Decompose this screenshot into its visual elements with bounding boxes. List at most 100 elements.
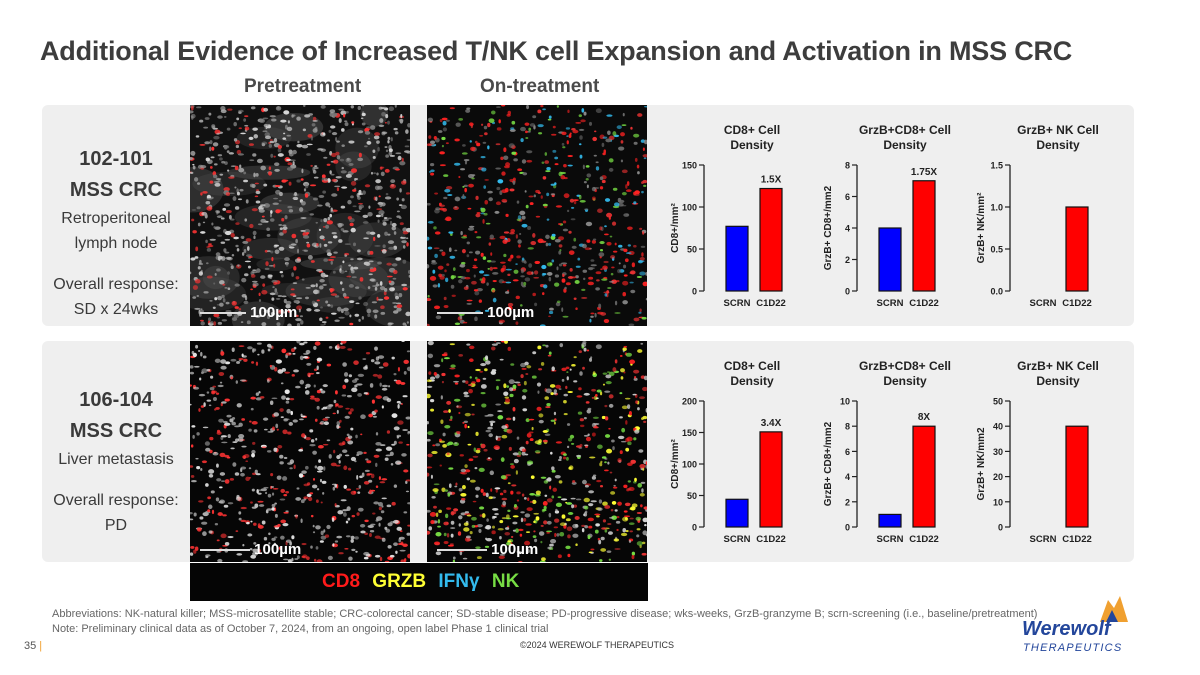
y-axis-label: CD8+/mm²: [670, 438, 681, 488]
legend-ifng: IFNγ: [438, 571, 480, 592]
case-1-label: 102-101 MSS CRC Retroperitoneal lymph no…: [52, 144, 180, 322]
copyright: ©2024 WEREWOLF THERAPEUTICS: [520, 640, 674, 650]
footnote-note: Note: Preliminary clinical data as of Oc…: [52, 623, 549, 635]
scalebar-case1-pre: 100µm: [200, 304, 297, 321]
y-tick-label: 0: [845, 287, 850, 297]
fold-change-label: 8X: [918, 412, 931, 423]
y-tick-label: 0: [692, 523, 697, 533]
y-tick-label: 50: [687, 491, 697, 501]
chart-title-line: CD8+ Cell: [724, 123, 780, 137]
bar-c1d22: [759, 187, 783, 292]
y-tick-label: 100: [682, 203, 697, 213]
y-tick-label: 6: [845, 192, 850, 202]
case-1-response-label: Overall response:: [53, 276, 179, 293]
bar-scrn: [878, 227, 902, 292]
y-tick-label: 10: [993, 497, 1003, 507]
bar-scrn: [725, 225, 749, 292]
y-tick-label: 40: [993, 422, 1003, 432]
y-axis-label: GrzB+ CD8+/mm2: [823, 185, 834, 270]
y-tick-label: 200: [682, 397, 697, 407]
charts-row-2: CD8+ CellDensityCD8+/mm²050100150200SCRN…: [670, 359, 1099, 545]
case-1-site-line-1: Retroperitoneal: [61, 210, 171, 227]
y-tick-label: 6: [845, 447, 850, 457]
y-tick-label: 10: [840, 397, 850, 407]
case-2-label: 106-104 MSS CRC Liver metastasis Overall…: [52, 385, 180, 538]
y-tick-label: 100: [682, 460, 697, 470]
bar-c1d22: [1065, 206, 1089, 292]
y-tick-label: 20: [993, 472, 1003, 482]
chart-title-line: GrzB+CD8+ Cell: [859, 359, 951, 373]
case-1-response-value: SD x 24wks: [73, 301, 159, 318]
case-1-id: 102-101: [79, 148, 153, 170]
y-tick-label: 0: [998, 523, 1003, 533]
micro-case1-pre: [190, 105, 410, 326]
x-tick-label: SCRN: [1030, 298, 1057, 309]
x-tick-label: C1D22: [756, 298, 786, 309]
y-tick-label: 8: [845, 161, 850, 171]
pretreatment-heading: Pretreatment: [244, 76, 362, 97]
chart-title-line: GrzB+ NK Cell: [1017, 123, 1099, 137]
bar-scrn: [725, 498, 749, 528]
y-tick-label: 1.5: [990, 161, 1003, 171]
chart-title-line: GrzB+ NK Cell: [1017, 359, 1099, 373]
bar-c1d22: [912, 180, 936, 292]
company-logo: Werewolf THERAPEUTICS: [1022, 594, 1134, 658]
case-2-type: MSS CRC: [69, 420, 163, 442]
y-tick-label: 0.0: [990, 287, 1003, 297]
stain-legend: CD8 GRZB IFNγ NK: [190, 563, 648, 601]
x-tick-label: SCRN: [724, 534, 751, 545]
micro-case2-on: [427, 341, 647, 562]
y-tick-label: 2: [845, 255, 850, 265]
legend-cd8: CD8: [322, 571, 361, 592]
slide-title: Additional Evidence of Increased T/NK ce…: [40, 36, 1073, 66]
y-tick-label: 30: [993, 447, 1003, 457]
scalebar-case2-on: 100µm: [437, 541, 538, 558]
y-tick-label: 50: [687, 245, 697, 255]
y-tick-label: 0: [845, 523, 850, 533]
y-tick-label: 4: [845, 472, 850, 482]
x-tick-label: SCRN: [877, 298, 904, 309]
x-tick-label: C1D22: [756, 534, 786, 545]
x-tick-label: C1D22: [909, 534, 939, 545]
case-2-response-label: Overall response:: [53, 492, 179, 509]
chart-title-line: Density: [1036, 138, 1080, 152]
micro-case1-on: [427, 105, 647, 326]
chart-title-line: Density: [883, 374, 927, 388]
y-tick-label: 4: [845, 224, 850, 234]
page-number: 35 |: [24, 640, 43, 652]
y-axis-label: CD8+/mm²: [670, 202, 681, 252]
x-tick-label: C1D22: [909, 298, 939, 309]
chart-title-line: Density: [883, 138, 927, 152]
fold-change-label: 1.5X: [761, 175, 782, 186]
chart-title-line: Density: [730, 138, 774, 152]
y-axis-label: GrzB+ CD8+/mm2: [823, 421, 834, 506]
y-tick-label: 50: [993, 397, 1003, 407]
wolf-logo-icon: [1100, 596, 1128, 622]
micro-case2-pre: [190, 341, 410, 562]
y-tick-label: 1.0: [990, 203, 1003, 213]
y-tick-label: 150: [682, 428, 697, 438]
bar-c1d22: [912, 425, 936, 528]
case-2-response-value: PD: [104, 517, 128, 534]
scalebar-case2-pre: 100µm: [200, 541, 301, 558]
chart-title-line: GrzB+CD8+ Cell: [859, 123, 951, 137]
case-1-site-line-2: lymph node: [74, 235, 158, 252]
chart-title-line: Density: [730, 374, 774, 388]
x-tick-label: SCRN: [1030, 534, 1057, 545]
y-tick-label: 8: [845, 422, 850, 432]
footnote-abbreviations: Abbreviations: NK-natural killer; MSS-mi…: [52, 608, 1038, 620]
on-treatment-heading: On-treatment: [480, 76, 600, 97]
bar-scrn: [878, 513, 902, 528]
case-1-type: MSS CRC: [69, 179, 163, 201]
bar-c1d22: [759, 431, 783, 528]
bar-c1d22: [1065, 425, 1089, 528]
y-tick-label: 2: [845, 497, 850, 507]
x-tick-label: C1D22: [1062, 298, 1092, 309]
x-tick-label: C1D22: [1062, 534, 1092, 545]
